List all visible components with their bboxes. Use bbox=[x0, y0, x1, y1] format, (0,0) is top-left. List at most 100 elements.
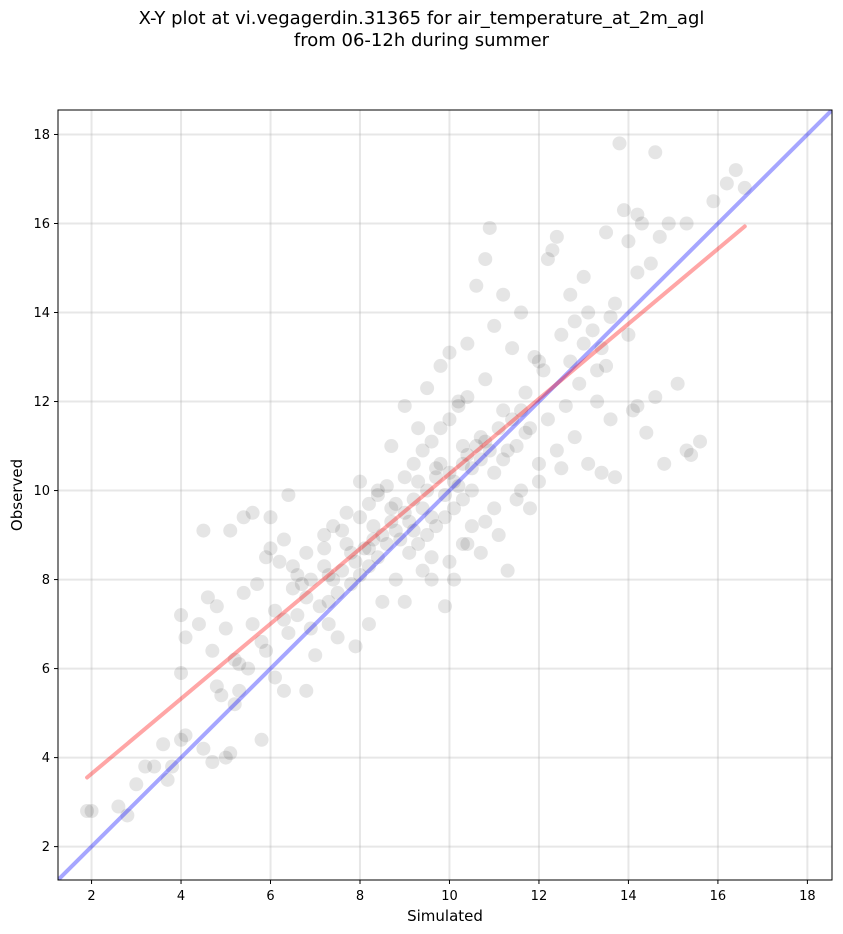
data-point-211 bbox=[379, 479, 394, 494]
data-point-179 bbox=[344, 577, 359, 592]
y-axis-label: Observed bbox=[8, 459, 26, 531]
data-point-96 bbox=[630, 207, 645, 222]
data-point-183 bbox=[321, 594, 336, 609]
data-point-195 bbox=[429, 519, 444, 534]
data-point-31 bbox=[254, 732, 269, 747]
data-point-226 bbox=[267, 603, 282, 618]
data-point-247 bbox=[531, 354, 546, 369]
data-point-24 bbox=[223, 746, 238, 761]
data-point-117 bbox=[576, 336, 591, 351]
data-point-76 bbox=[523, 501, 538, 516]
data-point-74 bbox=[509, 492, 524, 507]
data-point-177 bbox=[352, 568, 367, 583]
data-point-169 bbox=[379, 536, 394, 551]
data-point-75 bbox=[514, 305, 529, 320]
data-point-225 bbox=[259, 643, 274, 658]
data-point-97 bbox=[634, 216, 649, 231]
data-point-206 bbox=[451, 398, 466, 413]
data-point-219 bbox=[478, 514, 493, 529]
data-point-182 bbox=[326, 572, 341, 587]
data-point-54 bbox=[415, 563, 430, 578]
data-point-29 bbox=[241, 661, 256, 676]
data-point-6 bbox=[147, 759, 162, 774]
data-point-25 bbox=[223, 523, 238, 538]
data-point-125 bbox=[411, 474, 426, 489]
data-point-10 bbox=[174, 732, 189, 747]
data-point-176 bbox=[357, 541, 372, 556]
data-point-165 bbox=[469, 439, 484, 454]
data-point-164 bbox=[464, 461, 479, 476]
data-point-186 bbox=[491, 421, 506, 436]
data-point-168 bbox=[375, 528, 390, 543]
data-point-161 bbox=[446, 474, 461, 489]
y-tick-label-8: 18 bbox=[33, 128, 50, 143]
data-point-146 bbox=[518, 385, 533, 400]
data-point-197 bbox=[446, 501, 461, 516]
x-tick-label-1: 4 bbox=[177, 889, 185, 904]
data-point-132 bbox=[254, 634, 269, 649]
data-point-9 bbox=[165, 759, 180, 774]
data-point-189 bbox=[509, 439, 524, 454]
data-point-133 bbox=[232, 657, 247, 672]
data-point-41 bbox=[326, 519, 341, 534]
data-point-104 bbox=[670, 376, 685, 391]
data-point-234 bbox=[236, 585, 251, 600]
data-point-188 bbox=[505, 412, 520, 427]
data-point-227 bbox=[281, 625, 296, 640]
data-point-173 bbox=[370, 550, 385, 565]
data-point-213 bbox=[317, 541, 332, 556]
data-point-215 bbox=[285, 581, 300, 596]
data-point-236 bbox=[263, 541, 278, 556]
data-point-103 bbox=[661, 216, 676, 231]
data-point-167 bbox=[478, 434, 493, 449]
data-point-185 bbox=[487, 465, 502, 480]
data-point-16 bbox=[196, 523, 211, 538]
data-point-145 bbox=[496, 452, 511, 467]
data-point-89 bbox=[599, 225, 614, 240]
data-point-130 bbox=[299, 590, 314, 605]
data-point-242 bbox=[594, 341, 609, 356]
data-point-216 bbox=[424, 572, 439, 587]
data-point-175 bbox=[361, 559, 376, 574]
data-point-45 bbox=[352, 474, 367, 489]
data-point-21 bbox=[205, 755, 220, 770]
y-axis-ticks: 2 4 6 8 10 12 14 16 18 bbox=[33, 128, 58, 855]
data-point-69 bbox=[487, 318, 502, 333]
data-point-77 bbox=[527, 350, 542, 365]
data-point-210 bbox=[370, 488, 385, 502]
data-point-191 bbox=[523, 421, 538, 436]
data-point-33 bbox=[263, 510, 278, 525]
data-point-141 bbox=[406, 523, 421, 538]
data-point-228 bbox=[290, 608, 305, 623]
data-point-18 bbox=[200, 590, 215, 605]
data-point-163 bbox=[460, 447, 475, 462]
x-tick-label-0: 2 bbox=[87, 889, 95, 904]
data-point-148 bbox=[563, 354, 578, 369]
data-point-4 bbox=[129, 777, 144, 792]
data-point-65 bbox=[469, 278, 484, 293]
data-point-237 bbox=[276, 532, 291, 547]
data-point-230 bbox=[312, 599, 327, 614]
data-point-28 bbox=[236, 510, 251, 525]
data-point-35 bbox=[276, 683, 291, 698]
data-point-40 bbox=[317, 528, 332, 543]
y-tick-label-7: 16 bbox=[33, 217, 50, 232]
data-point-138 bbox=[339, 505, 354, 520]
data-point-157 bbox=[424, 510, 439, 525]
data-point-147 bbox=[540, 412, 555, 427]
data-point-90 bbox=[603, 412, 618, 427]
data-point-135 bbox=[272, 554, 287, 569]
data-point-15 bbox=[191, 617, 206, 632]
data-point-129 bbox=[321, 568, 336, 583]
data-point-120 bbox=[518, 425, 533, 440]
data-point-153 bbox=[402, 514, 417, 529]
data-point-2 bbox=[111, 799, 126, 814]
data-point-116 bbox=[599, 358, 614, 373]
data-point-59 bbox=[442, 345, 457, 360]
data-point-123 bbox=[455, 439, 470, 454]
data-point-119 bbox=[536, 363, 551, 378]
data-point-184 bbox=[482, 443, 497, 458]
data-point-57 bbox=[433, 358, 448, 373]
data-point-110 bbox=[719, 176, 734, 191]
data-point-229 bbox=[303, 621, 318, 636]
